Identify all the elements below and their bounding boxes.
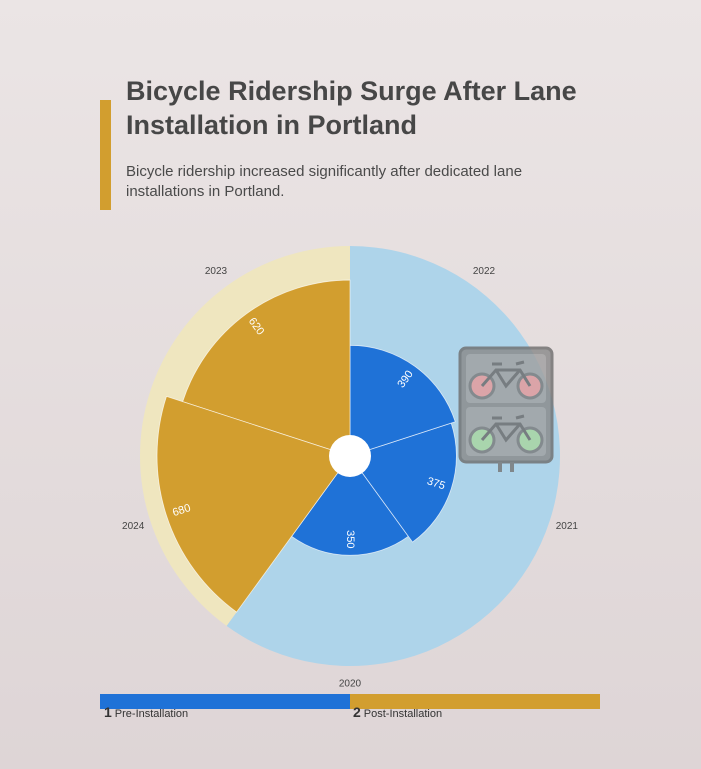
value-label-2021: 375 bbox=[425, 475, 446, 492]
category-label-2022: 2022 bbox=[473, 266, 496, 277]
legend-label: Post-Installation bbox=[363, 708, 443, 720]
category-label-2021: 2021 bbox=[556, 521, 579, 532]
legend-post-installation-swatch bbox=[350, 694, 600, 709]
legend-number: 1 bbox=[104, 704, 112, 720]
category-label-2023: 2023 bbox=[205, 266, 228, 277]
page-subtitle: Bicycle ridership increased significantl… bbox=[126, 163, 523, 200]
legend-label: Pre-Installation bbox=[114, 708, 189, 720]
title-accent-bar bbox=[100, 100, 111, 210]
value-label-2024: 680 bbox=[171, 502, 192, 519]
category-label-2024: 2024 bbox=[122, 521, 145, 532]
bar-2023 bbox=[182, 279, 351, 457]
bar-2024 bbox=[156, 395, 351, 613]
legend-item-post-installation[interactable]: 2 Post-Installation bbox=[353, 704, 442, 720]
bar-2020 bbox=[291, 455, 409, 556]
legend-number: 2 bbox=[353, 704, 361, 720]
legend-pre-installation-swatch bbox=[100, 694, 350, 709]
page-title: Bicycle Ridership Surge After Lane Insta… bbox=[126, 76, 577, 140]
bar-2021 bbox=[349, 422, 457, 543]
value-label-2020: 350 bbox=[344, 530, 356, 548]
bicycle-traffic-signal-icon bbox=[458, 346, 554, 474]
legend-item-pre-installation[interactable]: 1 Pre-Installation bbox=[104, 704, 188, 720]
center-hole bbox=[329, 435, 371, 477]
category-label-2020: 2020 bbox=[339, 679, 362, 690]
bar-2022 bbox=[349, 344, 456, 457]
